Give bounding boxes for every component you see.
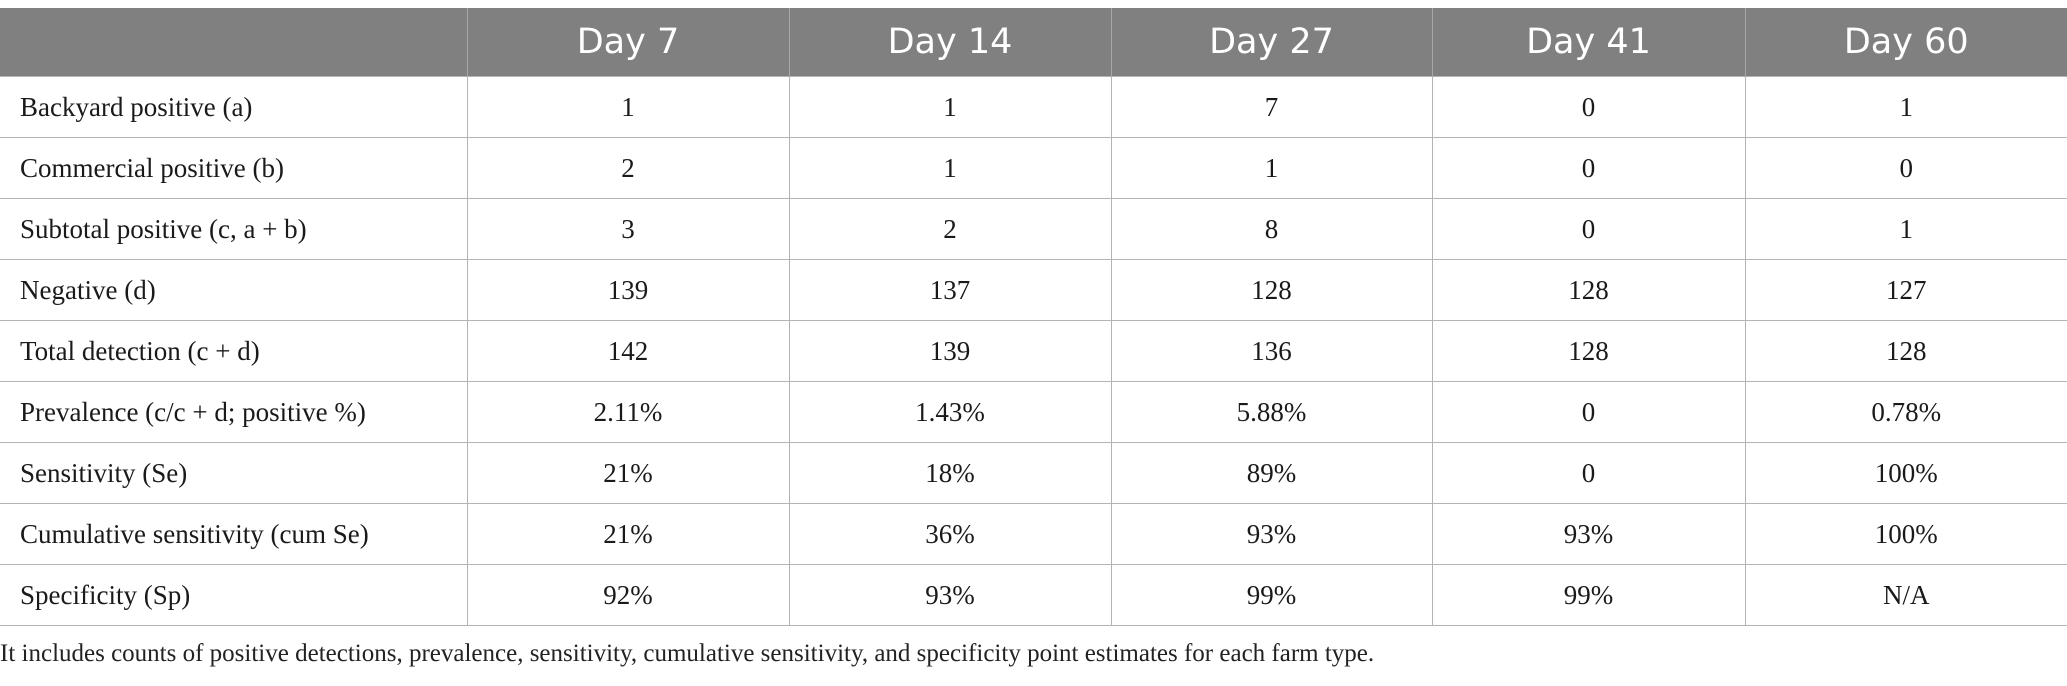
- header-cell-day-7: Day 7: [466, 8, 790, 77]
- table-cell: 1.43%: [788, 381, 1112, 443]
- table-cell: 93%: [788, 564, 1112, 626]
- table-row: Total detection (c + d) 142 139 136 128 128: [0, 320, 2067, 382]
- table-cell: 18%: [788, 442, 1112, 504]
- header-cell-empty: [0, 8, 468, 77]
- table-cell: 1: [1744, 198, 2067, 260]
- table-cell: 92%: [466, 564, 790, 626]
- table-cell: N/A: [1744, 564, 2067, 626]
- table-cell: 1: [466, 76, 790, 138]
- table-cell: 0: [1431, 76, 1746, 138]
- table-cell: 0.78%: [1744, 381, 2067, 443]
- table-cell: 128: [1110, 259, 1433, 321]
- table-row: Sensitivity (Se) 21% 18% 89% 0 100%: [0, 442, 2067, 504]
- table-cell: 139: [466, 259, 790, 321]
- row-label: Specificity (Sp): [0, 564, 468, 626]
- header-cell-day-41: Day 41: [1431, 8, 1746, 77]
- table-cell: 99%: [1431, 564, 1746, 626]
- table-body: Backyard positive (a) 1 1 7 0 1 Commercial pos…: [0, 76, 2067, 626]
- row-label: Negative (d): [0, 259, 468, 321]
- table-cell: 5.88%: [1110, 381, 1433, 443]
- data-table: Day 7 Day 14 Day 27 Day 41 Day 60 Backya…: [0, 8, 2067, 626]
- table-cell: 8: [1110, 198, 1433, 260]
- table-cell: 1: [1744, 76, 2067, 138]
- table-cell: 128: [1431, 259, 1746, 321]
- table-cell: 99%: [1110, 564, 1433, 626]
- row-label: Cumulative sensitivity (cum Se): [0, 503, 468, 565]
- table-cell: 136: [1110, 320, 1433, 382]
- table-cell: 139: [788, 320, 1112, 382]
- table-cell: 2: [788, 198, 1112, 260]
- table-row: Cumulative sensitivity (cum Se) 21% 36% 93%…: [0, 503, 2067, 565]
- table-cell: 89%: [1110, 442, 1433, 504]
- table-cell: 1: [788, 137, 1112, 199]
- table-cell: 137: [788, 259, 1112, 321]
- table-cell: 0: [1744, 137, 2067, 199]
- row-label: Total detection (c + d): [0, 320, 468, 382]
- table-cell: 93%: [1110, 503, 1433, 565]
- table-row: Commercial positive (b) 2 1 1 0 0: [0, 137, 2067, 199]
- table-cell: 7: [1110, 76, 1433, 138]
- header-cell-day-27: Day 27: [1110, 8, 1433, 77]
- table-caption: It includes counts of positive detection…: [0, 640, 1375, 667]
- table-cell: 100%: [1744, 442, 2067, 504]
- table-cell: 0: [1431, 442, 1746, 504]
- table-cell: 0: [1431, 381, 1746, 443]
- table-row: Negative (d) 139 137 128 128 127: [0, 259, 2067, 321]
- row-label: Prevalence (c/c + d; positive %): [0, 381, 468, 443]
- table-cell: 0: [1431, 137, 1746, 199]
- table-cell: 0: [1431, 198, 1746, 260]
- header-cell-day-14: Day 14: [788, 8, 1112, 77]
- table-cell: 2.11%: [466, 381, 790, 443]
- table-cell: 36%: [788, 503, 1112, 565]
- table-cell: 128: [1431, 320, 1746, 382]
- table-cell: 128: [1744, 320, 2067, 382]
- table-cell: 142: [466, 320, 790, 382]
- table-cell: 100%: [1744, 503, 2067, 565]
- table-cell: 21%: [466, 442, 790, 504]
- header-cell-day-60: Day 60: [1744, 8, 2067, 77]
- table-header: Day 7 Day 14 Day 27 Day 41 Day 60: [0, 8, 2067, 77]
- table-row: Subtotal positive (c, a + b) 3 2 8 0 1: [0, 198, 2067, 260]
- table-cell: 21%: [466, 503, 790, 565]
- header-row: Day 7 Day 14 Day 27 Day 41 Day 60: [0, 8, 2067, 77]
- table-row: Backyard positive (a) 1 1 7 0 1: [0, 76, 2067, 138]
- row-label: Commercial positive (b): [0, 137, 468, 199]
- table-cell: 1: [1110, 137, 1433, 199]
- table-cell: 93%: [1431, 503, 1746, 565]
- table-cell: 1: [788, 76, 1112, 138]
- table-row: Specificity (Sp) 92% 93% 99% 99% N/A: [0, 564, 2067, 626]
- row-label: Backyard positive (a): [0, 76, 468, 138]
- row-label: Sensitivity (Se): [0, 442, 468, 504]
- table-cell: 127: [1744, 259, 2067, 321]
- table-cell: 2: [466, 137, 790, 199]
- table-row: Prevalence (c/c + d; positive %) 2.11% 1.4…: [0, 381, 2067, 443]
- table-cell: 3: [466, 198, 790, 260]
- row-label: Subtotal positive (c, a + b): [0, 198, 468, 260]
